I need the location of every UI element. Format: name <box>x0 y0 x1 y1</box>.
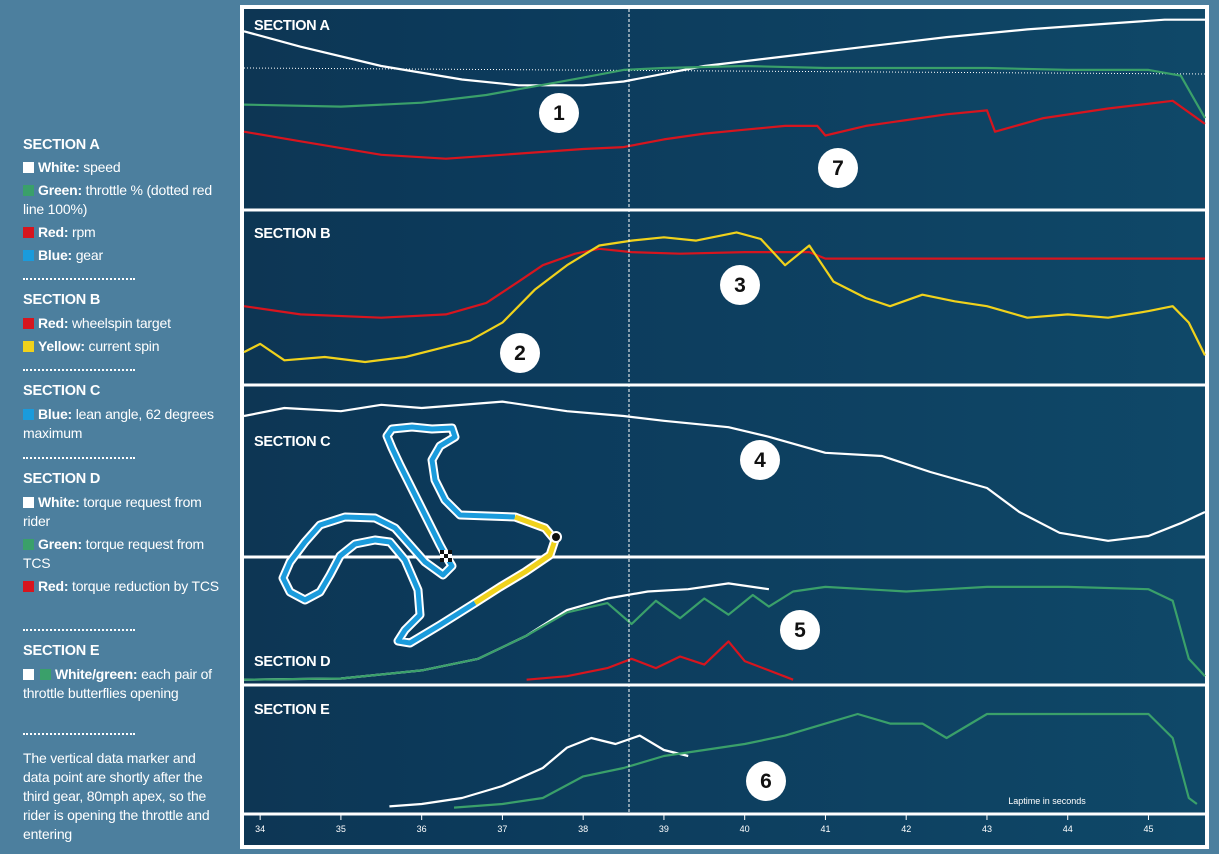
green-swatch-icon <box>40 669 51 680</box>
series-line <box>526 640 794 681</box>
x-tick-label: 37 <box>497 824 507 834</box>
x-tick-label: 39 <box>659 824 669 834</box>
callout-circle <box>746 761 786 801</box>
series-layer <box>243 18 1206 809</box>
callout-number: 6 <box>760 770 772 793</box>
series-line <box>389 734 689 808</box>
legend-section-e-title: SECTION E <box>23 643 100 659</box>
x-tick-label: 44 <box>1063 824 1073 834</box>
callout-number: 7 <box>832 157 844 180</box>
callout-circle <box>500 333 540 373</box>
legend-item: White: torque request from rider <box>23 494 202 529</box>
white-swatch-icon <box>23 162 34 173</box>
x-tick-label: 35 <box>336 824 346 834</box>
legend-section-d-title: SECTION D <box>23 471 101 487</box>
legend-item: Yellow: current spin <box>23 337 219 356</box>
green-swatch-icon <box>23 539 34 550</box>
series-line <box>453 712 1198 809</box>
callout-number: 2 <box>514 342 526 365</box>
series-line <box>243 247 1205 319</box>
legend-item: Red: torque reduction by TCS <box>23 577 219 596</box>
legend-item: Blue: lean angle, 62 degrees maximum <box>23 406 214 441</box>
x-tick-label: 45 <box>1143 824 1153 834</box>
legend-item: Green: torque request from TCS <box>23 536 204 571</box>
series-line <box>243 231 1206 364</box>
legend-section-b-title: SECTION B <box>23 292 101 308</box>
red-swatch-icon <box>23 318 34 329</box>
red-swatch-icon <box>23 227 34 238</box>
x-tick-label: 43 <box>982 824 992 834</box>
series-line <box>243 585 1206 681</box>
callout-number: 1 <box>553 102 565 125</box>
x-axis-label: Laptime in seconds <box>1008 796 1086 806</box>
legend-section-a-title: SECTION A <box>23 137 100 153</box>
legend-item: White: speed <box>23 158 219 177</box>
callout-number: 4 <box>754 449 766 472</box>
yellow-swatch-icon <box>23 341 34 352</box>
legend-item: Green: throttle % (dotted red line 100%) <box>23 182 212 217</box>
divider <box>23 369 135 371</box>
series-line <box>243 64 1206 119</box>
callout-circle <box>818 148 858 188</box>
divider <box>23 629 135 631</box>
track-blue-2 <box>280 514 477 646</box>
legend-item: Red: rpm <box>23 223 219 242</box>
divider <box>23 457 135 459</box>
throttle-100-reference-line <box>243 67 1206 75</box>
callouts: 1 2 3 4 5 6 7 <box>500 93 858 801</box>
section-title: SECTION E <box>254 702 330 718</box>
x-tick-label: 34 <box>255 824 265 834</box>
blue-swatch-icon <box>23 250 34 261</box>
x-tick-label: 38 <box>578 824 588 834</box>
data-point-marker <box>550 531 562 543</box>
section-title: SECTION B <box>254 226 330 242</box>
red-swatch-icon <box>23 581 34 592</box>
callout-number: 3 <box>734 274 746 297</box>
section-title: SECTION C <box>254 434 331 450</box>
divider <box>23 733 135 735</box>
callout-number: 5 <box>794 619 806 642</box>
blue-swatch-icon <box>23 409 34 420</box>
green-swatch-icon <box>23 185 34 196</box>
x-tick-label: 36 <box>417 824 427 834</box>
track-blue <box>384 424 516 558</box>
callout-circle <box>740 440 780 480</box>
legend-item: Red: wheelspin target <box>23 314 219 333</box>
legend-item: White/green: each pair of throttle butte… <box>23 666 212 701</box>
section-title: SECTION A <box>254 18 331 34</box>
section-title: SECTION D <box>254 654 330 670</box>
series-line <box>243 99 1206 160</box>
legend-note: The vertical data marker and data point … <box>23 750 210 842</box>
x-tick-label: 42 <box>901 824 911 834</box>
x-tick-label: 41 <box>820 824 830 834</box>
white-swatch-icon <box>23 497 34 508</box>
callout-circle <box>780 610 820 650</box>
white-swatch-icon <box>23 669 34 680</box>
callout-circle <box>539 93 579 133</box>
section-dividers <box>243 67 1206 816</box>
track-map <box>278 422 562 648</box>
legend-panel: SECTION A White: speed Green: throttle %… <box>0 0 236 854</box>
track-yellow <box>473 514 558 606</box>
x-axis: 34 35 36 37 38 39 40 41 42 43 44 45 Laptime in secon… <box>255 796 1153 834</box>
callout-circle <box>720 265 760 305</box>
divider <box>23 278 135 280</box>
legend-item: Blue: gear <box>23 246 219 265</box>
section-titles: SECTION A SECTION B SECTION C SECTION D SECT… <box>254 18 331 718</box>
x-tick-label: 40 <box>740 824 750 834</box>
series-line <box>243 400 1206 542</box>
legend-section-c-title: SECTION C <box>23 383 101 399</box>
